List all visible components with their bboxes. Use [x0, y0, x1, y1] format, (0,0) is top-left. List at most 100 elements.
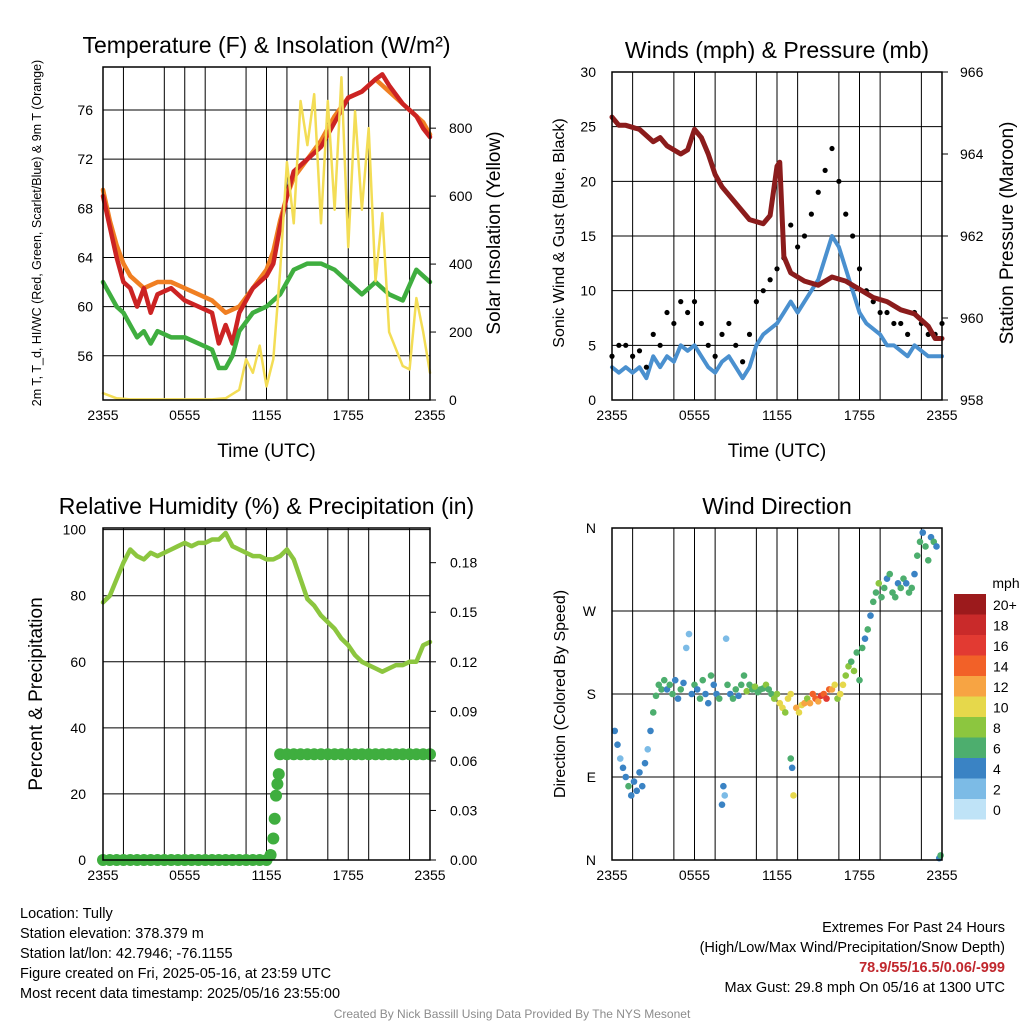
direction-point: [630, 778, 638, 785]
colorbar-label: 20+: [993, 597, 1017, 613]
y-tick-label: 30: [580, 64, 596, 80]
extremes-values: 78.9/55/16.5/0.06/-999: [859, 960, 1005, 976]
precip-point: [268, 812, 281, 825]
direction-point: [839, 681, 847, 689]
colorbar-label: 8: [993, 720, 1001, 736]
colorbar-swatch: [954, 614, 986, 635]
gust-point: [884, 309, 890, 316]
direction-point: [660, 676, 668, 684]
direction-point: [875, 580, 883, 587]
direction-point: [795, 709, 803, 716]
plot-border: [611, 527, 943, 861]
x-tick-label: 1755: [333, 867, 364, 883]
y-tick-label: 0: [588, 392, 596, 408]
direction-point: [911, 570, 918, 578]
x-tick-label: 1755: [333, 407, 364, 423]
created-text: Figure created on Fri, 2025-05-16, at 23…: [20, 966, 332, 982]
plot-border: [102, 527, 431, 861]
gust-point: [740, 359, 746, 365]
x-tick-label: 0555: [679, 867, 710, 883]
direction-point: [707, 672, 715, 679]
colorbar-label: 16: [993, 638, 1009, 654]
x-tick-label: 2355: [414, 407, 445, 423]
direction-point: [850, 667, 858, 675]
temperature-series-line: [100, 77, 433, 316]
gust-point: [877, 309, 883, 316]
direction-point: [781, 709, 789, 716]
precip-point: [272, 768, 285, 781]
colorbar-label: 12: [993, 679, 1009, 695]
direction-point: [787, 690, 795, 698]
direction-point: [641, 759, 649, 767]
credit-text: Created By Nick Bassill Using Data Provi…: [333, 1007, 691, 1021]
station-info: Location: Tully Station elevation: 378.3…: [20, 904, 340, 1004]
direction-point: [751, 683, 759, 690]
direction-point: [674, 695, 682, 702]
y2-tick-label: 958: [960, 392, 984, 408]
colorbar-label: 2: [993, 782, 1001, 798]
y-tick-label: 72: [77, 151, 93, 167]
y-axis-label: Percent & Precipitation: [26, 597, 47, 790]
y2-axis-label: Station Pressure (Maroon): [997, 122, 1018, 345]
gust-point: [746, 331, 753, 337]
y-tick-label: W: [583, 603, 597, 619]
y2-tick-label: 200: [449, 324, 473, 340]
direction-point: [652, 692, 660, 700]
x-tick-label: 1155: [251, 867, 281, 883]
direction-point: [619, 764, 627, 772]
y-tick-label: 60: [70, 654, 86, 670]
colorbar-label: 14: [993, 659, 1009, 675]
direction-point: [864, 626, 872, 633]
y2-tick-label: 0.00: [450, 852, 477, 868]
chart-title: Relative Humidity (%) & Precipitation (i…: [59, 493, 474, 519]
y-tick-label: 40: [70, 720, 86, 736]
colorbar-swatch: [954, 635, 986, 656]
x-tick-label: 0555: [679, 407, 710, 423]
gust-point: [753, 299, 759, 305]
direction-point: [732, 686, 740, 693]
y2-tick-label: 0.18: [450, 555, 477, 571]
x-tick-label: 1755: [844, 867, 875, 883]
direction-point: [721, 792, 729, 799]
y-tick-label: 10: [580, 283, 596, 299]
y-axis-label: Direction (Colored By Speed): [552, 590, 569, 798]
direction-point: [922, 543, 929, 550]
direction-point: [737, 681, 745, 689]
direction-point: [902, 580, 910, 587]
pressure-line: [609, 114, 945, 341]
x-tick-label: 2355: [87, 867, 118, 883]
direction-point: [856, 676, 863, 684]
x-tick-label: 2355: [926, 407, 957, 423]
y2-axis-label: Solar Insolation (Yellow): [484, 131, 505, 334]
x-tick-label: 2355: [596, 407, 627, 423]
direction-point: [788, 764, 796, 772]
y-tick-label: 100: [63, 522, 87, 538]
direction-point: [897, 584, 905, 592]
y2-tick-label: 964: [960, 146, 984, 162]
direction-point: [924, 556, 932, 564]
colorbar-label: 4: [993, 761, 1001, 777]
direction-point: [913, 552, 921, 559]
direction-point: [814, 698, 822, 705]
direction-point: [696, 695, 704, 702]
precip-point: [270, 789, 283, 802]
y-axis-label: 2m T, T_d, HI/WC (Red, Green, Scarlet/Bl…: [30, 60, 44, 406]
direction-point: [861, 635, 869, 642]
gust-point: [836, 178, 842, 184]
x-tick-label: 2355: [926, 867, 957, 883]
direction-point: [919, 529, 927, 536]
latlon-text: Station lat/lon: 42.7946; -76.1155: [20, 946, 233, 962]
y2-tick-label: 0: [449, 392, 457, 408]
y-tick-label: N: [586, 520, 596, 536]
x-tick-label: 1755: [844, 407, 875, 423]
direction-point: [614, 741, 621, 749]
direction-point: [671, 676, 679, 684]
gust-point: [829, 145, 835, 152]
gust-point: [891, 320, 897, 327]
x-tick-label: 1155: [762, 407, 792, 423]
direction-point: [823, 695, 830, 702]
direction-point: [847, 658, 855, 666]
direction-point: [715, 695, 723, 702]
direction-point: [806, 699, 814, 707]
